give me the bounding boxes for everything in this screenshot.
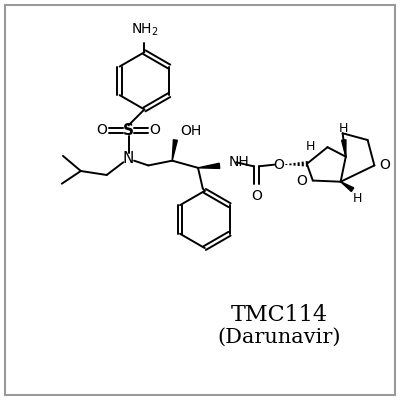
Text: O: O: [273, 158, 284, 172]
Text: O: O: [96, 124, 107, 138]
Polygon shape: [342, 140, 346, 157]
Text: O: O: [380, 158, 390, 172]
Text: H: H: [339, 122, 348, 135]
Polygon shape: [198, 163, 220, 168]
Text: N: N: [123, 151, 134, 166]
Text: O: O: [251, 189, 262, 203]
FancyBboxPatch shape: [4, 4, 396, 396]
Text: H: H: [305, 140, 315, 153]
Text: (Darunavir): (Darunavir): [218, 328, 341, 346]
Text: NH: NH: [228, 155, 249, 169]
Text: O: O: [150, 124, 160, 138]
Text: OH: OH: [180, 124, 202, 138]
Text: NH$_2$: NH$_2$: [130, 22, 158, 38]
Text: TMC114: TMC114: [231, 304, 328, 326]
Text: O: O: [296, 174, 307, 188]
Polygon shape: [341, 182, 354, 192]
Text: S: S: [123, 123, 134, 138]
Polygon shape: [172, 140, 177, 161]
Text: H: H: [353, 192, 362, 205]
